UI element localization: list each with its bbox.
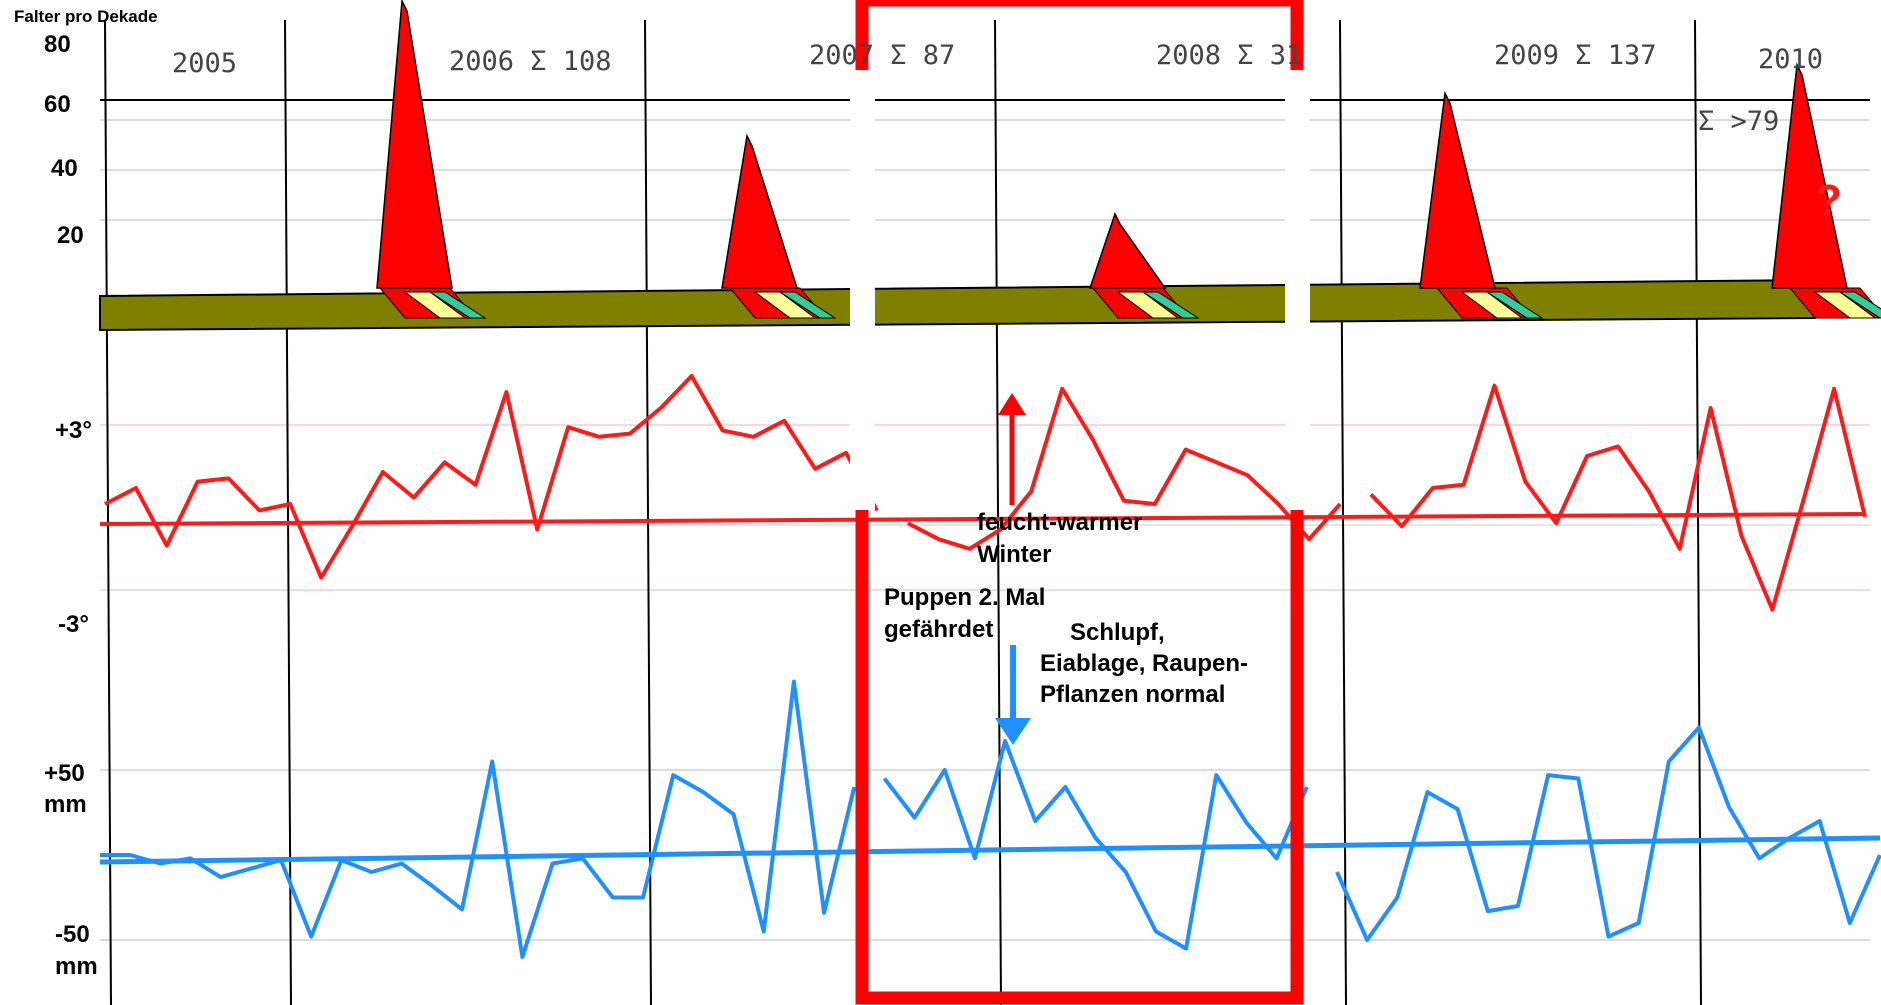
precipitation-line-0 [100,679,857,959]
y-tick-plus50-unit: mm [44,791,87,818]
y-tick-plus50: +50 [44,760,85,787]
temperature-line-2 [1369,383,1867,612]
band-green-0 [428,291,487,319]
band-yellow-4 [1813,291,1877,319]
precipitation-line-2 [1335,725,1881,942]
annotation-schlupf-2: Eiablage, Raupen- [1040,650,1248,677]
y-tick-60: 60 [44,91,71,118]
band-yellow-0 [403,291,467,319]
temperature-baseline [99,512,1866,526]
year-label-2005: 2005 [172,48,237,79]
falter-peak-2010 [1771,62,1848,289]
annotation-winter-1: feucht-warmer [977,509,1142,536]
year-label-2010: 2010 [1758,44,1823,75]
y-tick-minus3: -3° [58,611,89,638]
sum-2010: Σ >79 [1698,106,1779,137]
annotation-puppen-2: gefährdet [884,616,993,643]
annotation-schlupf-1: Schlupf, [1070,619,1165,646]
y-tick-80: 80 [44,31,71,58]
year-label-2009: 2009 Σ 137 [1494,40,1657,71]
highlight-gap-right [1285,70,1310,510]
band-green-2 [1141,291,1200,319]
year-label-2006: 2006 Σ 108 [449,46,612,77]
falter-peak-2008 [1088,212,1167,289]
arrow-up-head [998,393,1026,415]
temperature-series [99,374,1867,612]
generation-band [99,278,1881,332]
chart-title: Falter pro Dekade [14,7,158,26]
falter-peaks [376,0,1848,289]
year-divider-3 [994,19,1002,1005]
precipitation-series [99,679,1881,959]
y-tick-minus50: -50 [55,921,90,948]
arrow-down-head [995,718,1031,745]
falter-peak-2006 [376,0,453,289]
year-divider-0 [104,19,112,1005]
highlight-gap-left [850,70,875,510]
year-divider-4 [1339,19,1347,1005]
falter-peak-2007 [721,133,799,289]
precipitation-line-1 [882,739,1309,951]
temperature-line-0 [104,374,879,580]
annotation-puppen-1: Puppen 2. Mal [884,584,1045,611]
y-tick-plus3: +3° [55,417,92,444]
temperature-line-1 [906,386,1342,551]
question-mark: ? [1815,176,1842,225]
annotation-schlupf-3: Pflanzen normal [1040,681,1225,708]
band-green-1 [778,291,837,319]
annotation-arrows [995,393,1031,745]
y-tick-minus50-unit: mm [55,953,98,980]
highlight-box-2008 [850,0,1310,1005]
year-divider-2 [644,19,652,1005]
year-label-2008: 2008 Σ 31 [1156,40,1302,71]
generation-band-bar [99,278,1816,332]
precipitation-baseline [99,835,1881,865]
y-tick-40: 40 [51,155,78,182]
band-yellow-3 [1460,291,1524,319]
annotation-winter-2: Winter [977,541,1051,568]
band-yellow-2 [1116,291,1180,319]
year-divider-5 [1694,19,1702,1005]
y-tick-20: 20 [57,222,84,249]
year-label-2007: 2007 Σ 87 [809,40,955,71]
band-green-4 [1838,291,1881,319]
band-green-3 [1485,291,1544,319]
falter-peak-2009 [1419,90,1496,289]
year-divider-1 [284,19,292,1005]
band-yellow-1 [753,291,817,319]
